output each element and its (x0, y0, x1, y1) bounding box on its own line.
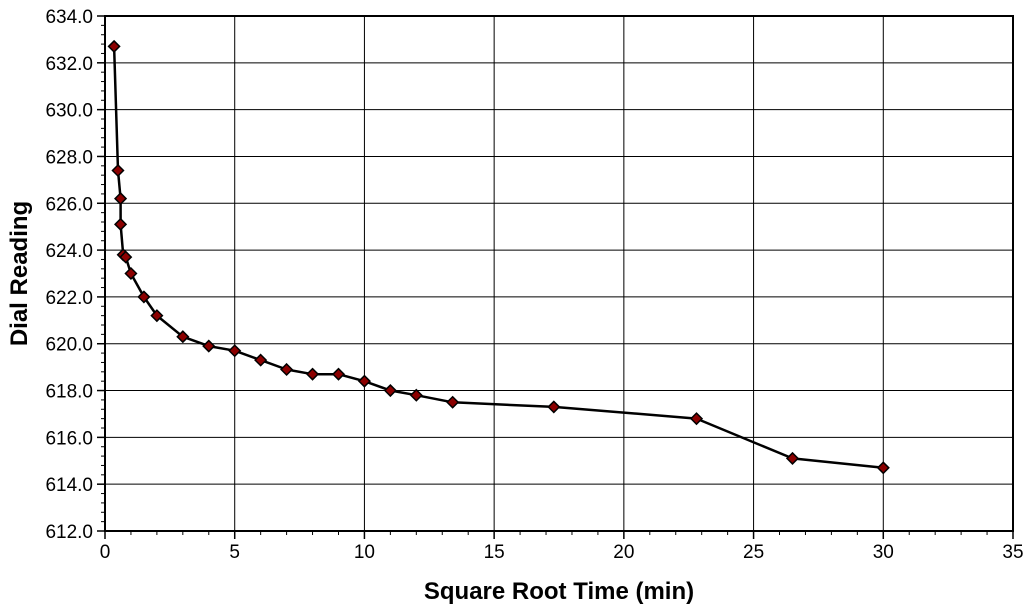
data-point-marker (137, 290, 151, 304)
data-point-marker (409, 388, 423, 402)
data-point-marker (305, 367, 320, 381)
data-point-marker (446, 395, 460, 409)
data-point-marker (124, 266, 138, 281)
data-point-marker (114, 192, 128, 206)
y-tick-labels: 612.0 614.0 616.0 618.0 620.0 622.0 624.0 626.0… (45, 7, 93, 543)
x-tick-label: 15 (484, 542, 505, 563)
x-tick-label: 20 (613, 542, 634, 563)
grid-lines (105, 16, 1013, 531)
data-point-marker (119, 250, 133, 264)
data-point-marker (228, 344, 242, 358)
y-tick-label: 620.0 (45, 335, 93, 356)
plot-area-frame (104, 15, 1014, 532)
y-tick-label: 624.0 (45, 241, 93, 262)
x-tick-label: 5 (229, 542, 240, 563)
data-point-marker (689, 412, 704, 426)
data-point-marker (107, 39, 121, 53)
y-axis-title: Dial Reading (6, 201, 33, 346)
x-tick-label: 0 (100, 542, 111, 563)
data-point-marker (331, 367, 346, 381)
x-tick-label: 35 (1002, 542, 1023, 563)
data-point-marker (280, 362, 294, 377)
data-point-marker (150, 309, 164, 323)
x-tick-label: 30 (873, 542, 894, 563)
data-point-marker (111, 163, 125, 178)
data-point-marker (114, 217, 128, 231)
y-tick-label: 618.0 (45, 382, 93, 403)
x-tick-label: 25 (743, 542, 764, 563)
y-tick-label: 628.0 (45, 147, 93, 168)
data-point-marker (547, 400, 561, 414)
y-tick-label: 626.0 (45, 194, 93, 215)
data-point-marker (383, 383, 397, 398)
data-point-marker (785, 451, 800, 465)
data-point-marker (176, 330, 190, 344)
data-series (107, 39, 890, 475)
data-point-marker (254, 353, 268, 367)
y-tick-label: 616.0 (45, 428, 93, 449)
data-point-marker (357, 374, 371, 388)
data-point-marker (202, 339, 216, 353)
data-point-marker (876, 461, 890, 475)
y-tick-label: 622.0 (45, 288, 93, 309)
y-tick-label: 612.0 (45, 522, 93, 543)
x-axis-title: Square Root Time (min) (424, 578, 694, 605)
x-tick-labels: 0 5 10 15 20 25 30 35 (100, 542, 1024, 563)
y-tick-label: 630.0 (45, 101, 93, 122)
x-tick-label: 10 (354, 542, 375, 563)
y-tick-label: 634.0 (45, 7, 93, 28)
y-tick-label: 614.0 (45, 475, 93, 496)
y-tick-label: 632.0 (45, 54, 93, 75)
